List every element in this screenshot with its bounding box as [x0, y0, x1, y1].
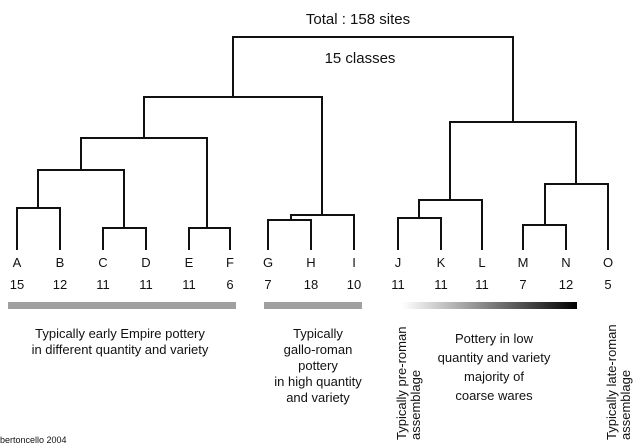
leaf-count: 7 — [264, 277, 271, 292]
group-text: Typically early Empire pottery — [35, 326, 205, 341]
leaf-label: I — [352, 255, 356, 270]
leaf-label: L — [478, 255, 485, 270]
group-text: Typically — [293, 326, 343, 341]
group-text: in different quantity and variety — [32, 342, 209, 357]
leaf-label: E — [185, 255, 194, 270]
group-text: pottery — [298, 358, 338, 373]
leaf-label: K — [437, 255, 446, 270]
leaf-count: 11 — [96, 277, 110, 292]
leaf-count: 11 — [391, 277, 405, 292]
credit: bertoncello 2004 — [0, 435, 67, 445]
group-text: quantity and variety — [438, 350, 551, 365]
leaf-label: C — [98, 255, 107, 270]
group-text: Typically pre-roman — [394, 327, 409, 440]
leaf-count: 11 — [139, 277, 153, 292]
leaf-count: 12 — [559, 277, 573, 292]
leaf-count: 12 — [53, 277, 67, 292]
leaf-label: N — [561, 255, 570, 270]
leaf-label: F — [226, 255, 234, 270]
leaf-count: 7 — [519, 277, 526, 292]
leaf-label: A — [13, 255, 22, 270]
group-text: and variety — [286, 390, 350, 405]
group-text: assemblage — [408, 370, 423, 440]
leaf-label: H — [306, 255, 315, 270]
leaf-label: J — [395, 255, 402, 270]
leaf-label: O — [603, 255, 613, 270]
leaf-count: 10 — [347, 277, 361, 292]
leaf-count: 18 — [304, 277, 318, 292]
leaf-count: 11 — [475, 277, 489, 292]
group-text: majority of — [464, 369, 524, 384]
leaf-count: 5 — [604, 277, 611, 292]
title: Total : 158 sites — [306, 11, 410, 28]
group-text: assemblage — [618, 370, 633, 440]
group-text: Pottery in low — [455, 331, 534, 346]
leaf-label: M — [518, 255, 529, 270]
group-text: in high quantity — [274, 374, 362, 389]
leaf-label: B — [56, 255, 65, 270]
leaf-label: D — [141, 255, 150, 270]
leaf-count: 11 — [182, 277, 196, 292]
group-text: coarse wares — [455, 388, 533, 403]
group-text: gallo-roman — [284, 342, 353, 357]
gradient-bar — [402, 302, 577, 309]
group-text: Typically late-roman — [604, 324, 619, 440]
tree-lines — [16, 36, 609, 250]
group-bar — [8, 302, 236, 309]
leaf-label: G — [263, 255, 273, 270]
subtitle: 15 classes — [325, 50, 396, 67]
leaf-count: 11 — [434, 277, 448, 292]
leaf-count: 6 — [226, 277, 233, 292]
leaf-count: 15 — [10, 277, 24, 292]
group-bar — [264, 302, 362, 309]
